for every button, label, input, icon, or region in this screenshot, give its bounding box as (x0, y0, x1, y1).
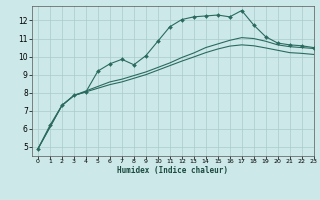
X-axis label: Humidex (Indice chaleur): Humidex (Indice chaleur) (117, 166, 228, 175)
